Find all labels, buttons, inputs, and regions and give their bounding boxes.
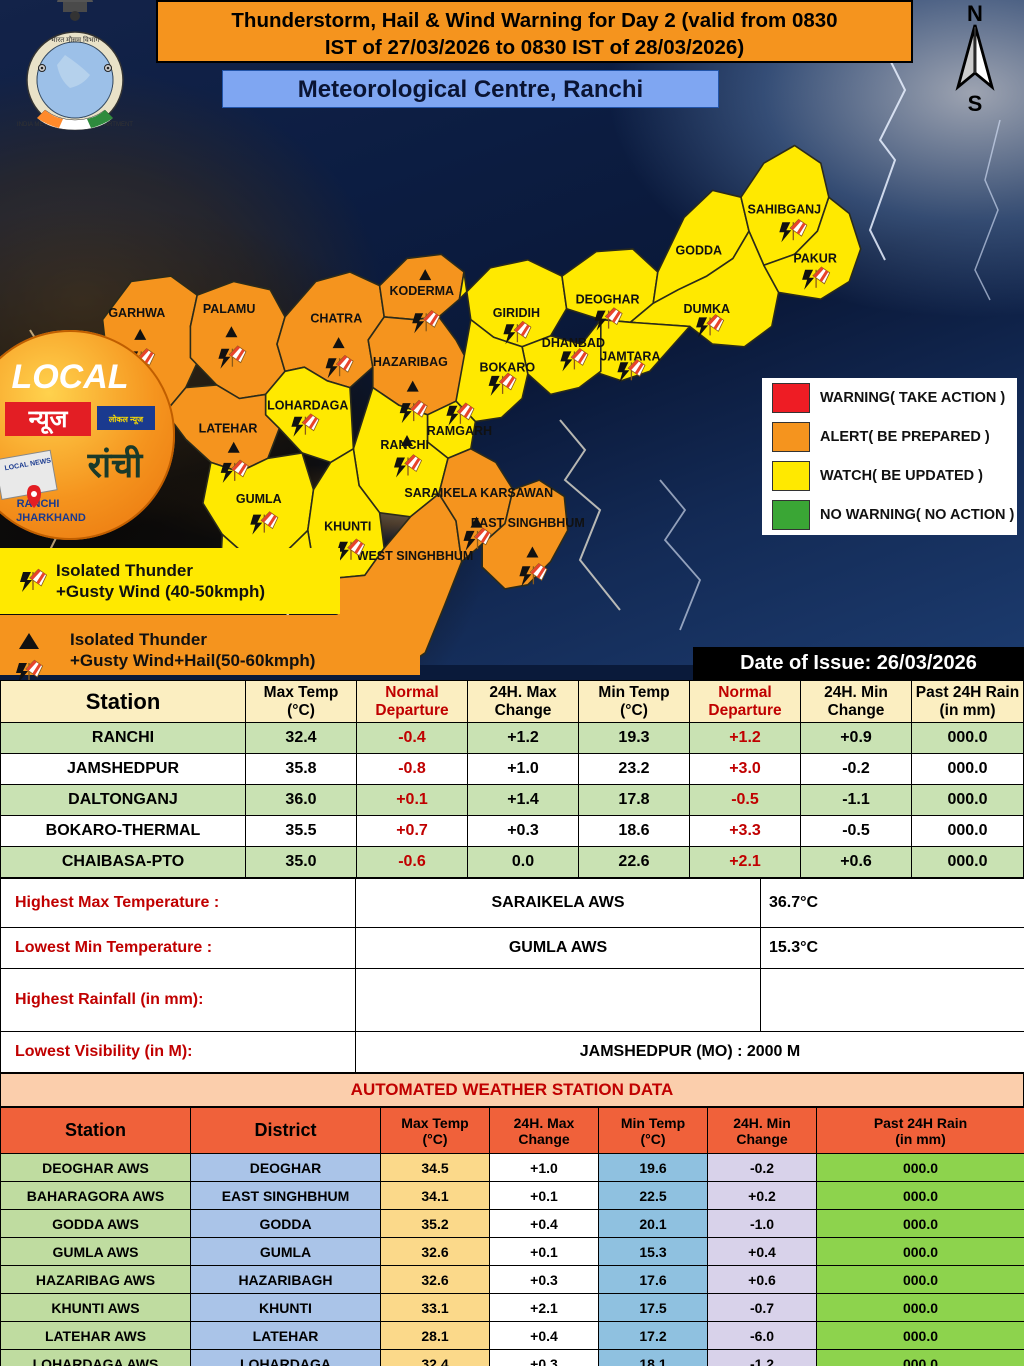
svg-text:JHARKHAND: JHARKHAND (16, 512, 86, 524)
svg-text:GARHWA: GARHWA (108, 306, 165, 320)
svg-text:CHATRA: CHATRA (310, 311, 362, 325)
svg-text:RAMGARH: RAMGARH (427, 424, 492, 438)
svg-text:HAZARIBAG: HAZARIBAG (373, 355, 448, 369)
svg-text:रांची: रांची (87, 445, 145, 485)
svg-text:GODDA: GODDA (676, 243, 723, 257)
svg-text:JAMTARA: JAMTARA (600, 349, 660, 363)
svg-text:PAKUR: PAKUR (793, 252, 837, 266)
svg-text:DUMKA: DUMKA (684, 302, 731, 316)
svg-text:KODERMA: KODERMA (390, 284, 455, 298)
svg-text:GIRIDIH: GIRIDIH (493, 306, 540, 320)
svg-text:LATEHAR: LATEHAR (199, 422, 258, 436)
svg-text:BOKARO: BOKARO (480, 360, 536, 374)
svg-text:लोकल न्यूज: लोकल न्यूज (108, 414, 144, 425)
svg-text:LOCAL: LOCAL (11, 358, 128, 396)
svg-text:SAHIBGANJ: SAHIBGANJ (747, 203, 821, 217)
svg-text:न्यूज: न्यूज (28, 406, 69, 435)
svg-text:EAST SINGHBHUM: EAST SINGHBHUM (471, 516, 585, 530)
svg-text:WEST SINGHBHUM: WEST SINGHBHUM (357, 549, 474, 563)
svg-text:LOHARDAGA: LOHARDAGA (267, 398, 348, 412)
svg-text:GUMLA: GUMLA (236, 492, 282, 506)
svg-text:PALAMU: PALAMU (203, 302, 256, 316)
svg-text:DHANBAD: DHANBAD (542, 336, 605, 350)
svg-text:DEOGHAR: DEOGHAR (576, 292, 640, 306)
svg-text:KHUNTI: KHUNTI (324, 519, 371, 533)
svg-text:SARAIKELA KARSAWAN: SARAIKELA KARSAWAN (404, 486, 553, 500)
